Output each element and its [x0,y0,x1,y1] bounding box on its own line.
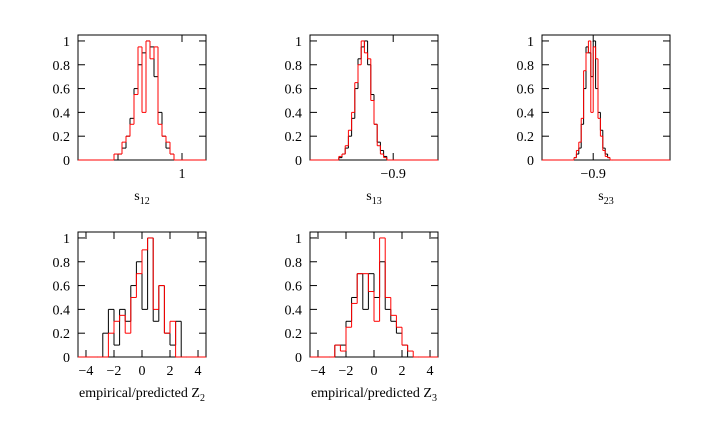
x-axis-label-text: empirical/predicted Z [79,386,200,401]
x-tick-label: −0.9 [580,167,605,182]
plot-frame [77,34,207,161]
y-tick-label: 0.8 [53,256,71,271]
x-axis-label: s13 [366,189,381,207]
y-tick-label: 0 [63,154,70,169]
y-tick-label: 0.2 [53,327,71,342]
x-axis-label-subscript: 13 [372,196,382,207]
y-tick-label: 0.8 [285,256,303,271]
y-tick-label: 0.4 [285,106,303,121]
x-tick-label: −2 [339,364,354,379]
x-tick-label: 4 [427,364,434,379]
y-tick-label: 0.6 [53,280,71,295]
histogram-series [310,237,438,358]
panel: 0 0.2 0.4 0.6 0.8 1 1 s12 [53,34,207,207]
y-tick-label: 0 [527,154,534,169]
y-tick-label: 1 [295,232,302,247]
x-axis-label-text: s [598,189,603,204]
x-axis-label-text: empirical/predicted Z [311,386,432,401]
x-tick-label: 4 [195,364,202,379]
y-tick-label: 0.8 [53,59,71,74]
x-axis-label-subscript: 3 [432,393,437,404]
y-tick-label: 0.8 [517,59,535,74]
x-tick-label: 2 [167,364,174,379]
y-tick-label: 1 [63,35,70,50]
x-tick-label: 1 [179,167,186,182]
y-tick-label: 0.4 [285,303,303,318]
y-tick-label: 0 [63,351,70,366]
y-tick-label: 0.4 [53,303,71,318]
y-tick-label: 0 [295,351,302,366]
x-axis-label-subscript: 12 [140,196,150,207]
x-axis-label: empirical/predicted Z3 [311,386,437,404]
histogram-series [78,237,206,358]
y-tick-label: 0.2 [53,130,71,145]
x-tick-label: 0 [139,364,146,379]
x-tick-label: 2 [399,364,406,379]
x-axis-label-text: s [366,189,371,204]
y-tick-label: 1 [63,232,70,247]
y-tick-label: 0.4 [53,106,71,121]
histogram-series [310,40,438,161]
y-tick-label: 0.2 [285,327,303,342]
y-tick-label: 0.6 [285,83,303,98]
x-tick-label: 0 [371,364,378,379]
x-axis-label-subscript: 2 [200,393,205,404]
x-tick-label: −4 [311,364,326,379]
y-tick-label: 0.2 [517,130,535,145]
x-tick-label: −2 [107,364,122,379]
histogram-series [542,40,670,161]
y-tick-label: 0.4 [517,106,535,121]
x-tick-label: −0.9 [380,167,405,182]
y-tick-label: 0.2 [285,130,303,145]
histogram-series [542,40,670,161]
histogram-series [78,40,206,161]
plot-frame [541,34,671,161]
plot-frame [309,34,439,161]
y-tick-label: 0.6 [53,83,71,98]
y-tick-label: 0.6 [517,83,535,98]
x-axis-label: s23 [598,189,613,207]
x-axis-label-text: s [134,189,139,204]
x-axis-label: empirical/predicted Z2 [79,386,205,404]
y-tick-label: 0.6 [285,280,303,295]
x-axis-label-subscript: 23 [604,196,614,207]
y-tick-label: 1 [295,35,302,50]
panel: 0 0.2 0.4 0.6 0.8 1 −4 −2 0 2 4 empirical/predicted… [53,231,207,404]
y-tick-label: 0 [295,154,302,169]
y-tick-label: 0.8 [285,59,303,74]
x-tick-label: −4 [79,364,94,379]
panel: 0 0.2 0.4 0.6 0.8 1 −0.9 s23 [517,34,671,207]
panel: 0 0.2 0.4 0.6 0.8 1 −0.9 s13 [285,34,439,207]
panel: 0 0.2 0.4 0.6 0.8 1 −4 −2 0 2 4 empirical/predicted… [285,231,439,404]
y-tick-label: 1 [527,35,534,50]
x-axis-label: s12 [134,189,149,207]
